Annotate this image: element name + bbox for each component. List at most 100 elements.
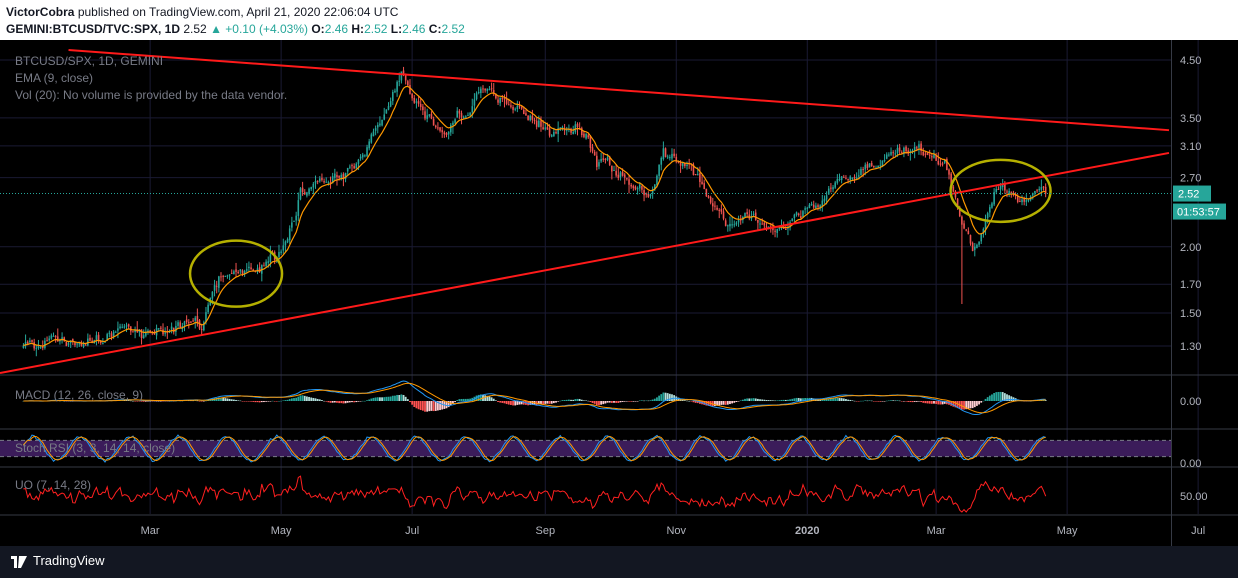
candle-body (310, 187, 312, 190)
macd-histogram-bar (724, 401, 727, 405)
macd-histogram-bar (767, 400, 770, 401)
candle-body (372, 131, 375, 137)
candle-body (441, 130, 443, 133)
candle-body (368, 141, 370, 149)
macd-histogram-bar (671, 394, 673, 401)
indicator-tick-label: 50.00 (1180, 491, 1208, 503)
macd-histogram-bar (357, 401, 360, 402)
candle-body (172, 327, 175, 333)
macd-histogram-bar (245, 401, 248, 402)
candle-body (518, 105, 521, 107)
macd-legend: MACD (12, 26, close, 9) (15, 388, 143, 402)
macd-histogram-bar (668, 393, 671, 401)
macd-histogram-bar (656, 397, 658, 401)
candle-body (817, 205, 819, 207)
upper-trendline (68, 48, 1170, 132)
candle-body (67, 343, 70, 345)
candle-body (170, 326, 173, 330)
macd-histogram-bar (812, 398, 815, 401)
macd-histogram-bar (922, 401, 925, 403)
macd-histogram-bar (243, 401, 246, 402)
macd-histogram-bar (280, 400, 283, 402)
macd-histogram-bar (366, 400, 368, 401)
candle-body (808, 204, 811, 208)
macd-histogram-bar (662, 392, 665, 401)
macd-histogram-bar (909, 401, 912, 403)
ema-line (23, 85, 1046, 347)
candle-body (707, 195, 710, 198)
lower-trendline (0, 151, 1170, 374)
candle-body (1036, 190, 1038, 192)
macd-histogram-bar (456, 400, 459, 401)
candle-body (836, 178, 839, 183)
candle-body (845, 177, 847, 179)
macd-histogram-bar (722, 401, 725, 405)
candle-body (325, 181, 328, 183)
tradingview-brand[interactable]: TradingView (33, 553, 105, 568)
macd-histogram-bar (903, 401, 905, 402)
candle-body (166, 332, 169, 334)
macd-histogram-bar (248, 401, 250, 402)
candle-body (1006, 191, 1008, 193)
candle-body (628, 179, 630, 185)
macd-histogram-bar (379, 397, 381, 401)
candle-body (982, 228, 985, 234)
macd-histogram-bar (595, 401, 598, 406)
macd-histogram-bar (638, 400, 641, 402)
candle-body (965, 229, 967, 231)
candle-body (920, 143, 922, 151)
macd-histogram-bar (791, 398, 794, 401)
candle-body (237, 271, 239, 274)
macd-histogram-bar (993, 393, 996, 401)
candle-body (65, 341, 68, 347)
date-tick-label: 2020 (795, 525, 819, 537)
macd-histogram-bar (336, 401, 338, 403)
candle-body (385, 109, 388, 114)
macd-histogram-bar (542, 401, 545, 405)
candle-body (711, 203, 714, 207)
macd-histogram-bar (552, 401, 555, 404)
candle-body (694, 174, 697, 176)
macd-histogram-bar (278, 400, 280, 402)
macd-histogram-bar (825, 399, 828, 401)
macd-histogram-bar (153, 401, 156, 402)
candle-body (718, 209, 721, 211)
candle-body (757, 219, 759, 223)
macd-histogram-bar (540, 401, 542, 405)
candle-body (505, 99, 508, 104)
macd-histogram-bar (774, 400, 776, 402)
macd-histogram-bar (492, 398, 495, 401)
macd-histogram-bar (205, 400, 207, 402)
author-name[interactable]: VictorCobra (6, 5, 75, 19)
macd-histogram-bar (529, 401, 532, 405)
macd-histogram-bar (288, 399, 291, 401)
macd-histogram-bar (404, 396, 407, 401)
macd-histogram-bar (310, 397, 313, 401)
candle-body (626, 178, 628, 180)
candle-body (267, 261, 270, 263)
tradingview-logo-icon[interactable] (10, 554, 28, 570)
macd-histogram-bar (696, 401, 699, 404)
macd-histogram-bar (439, 401, 441, 411)
macd-histogram-bar (518, 401, 521, 405)
macd-histogram-bar (666, 393, 669, 401)
macd-histogram-bar (325, 401, 328, 402)
candle-body (565, 129, 568, 131)
macd-histogram-bar (168, 401, 171, 402)
macd-histogram-bar (559, 400, 562, 402)
macd-histogram-bar (299, 395, 302, 401)
candle-body (334, 173, 336, 178)
macd-histogram-bar (907, 401, 910, 402)
macd-histogram-bar (1001, 392, 1004, 401)
macd-histogram-bar (860, 400, 862, 402)
candle-body (958, 206, 961, 217)
candle-body (321, 177, 323, 181)
candle-body (220, 276, 222, 278)
chart-svg[interactable]: 4.50 3.50 3.10 2.70 2.00 1.70 1.50 1.30 0.00 0.00… (0, 40, 1238, 546)
candle-body (424, 111, 426, 119)
candle-body (525, 113, 527, 116)
candle-body (50, 335, 53, 339)
chart-area[interactable]: 4.50 3.50 3.10 2.70 2.00 1.70 1.50 1.30 0.00 0.00… (0, 40, 1238, 546)
candle-body (643, 190, 645, 196)
macd-histogram-bar (714, 401, 716, 407)
